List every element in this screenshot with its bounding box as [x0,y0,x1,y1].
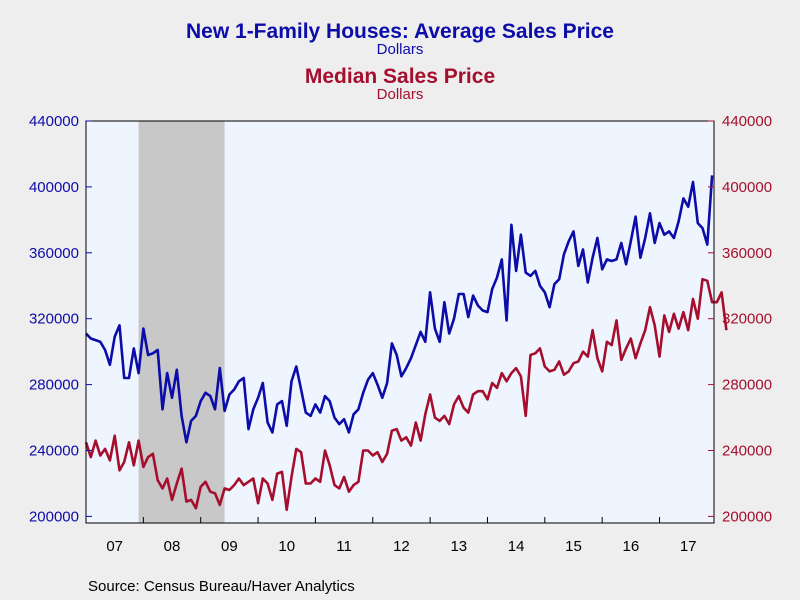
chart-title: New 1-Family Houses: Average Sales Price [186,20,614,43]
chart-subtitle-units: Dollars [376,86,424,103]
recession-shading [138,121,225,523]
left-y-tick-label: 440000 [29,113,79,130]
x-tick-label: 08 [164,538,181,555]
average-price-line [85,175,714,444]
right-y-tick-label: 280000 [722,377,772,394]
x-tick-label: 16 [622,538,639,555]
x-tick-label: 09 [221,538,238,555]
x-tick-label: 11 [336,538,352,555]
chart-title-units: Dollars [376,41,424,58]
left-y-tick-label: 400000 [29,179,79,196]
left-y-tick-label: 360000 [29,245,79,262]
median-price-line [84,277,728,512]
right-y-tick-label: 400000 [722,179,772,196]
left-y-tick-label: 240000 [29,443,79,460]
left-y-tick-label: 200000 [29,508,79,525]
x-tick-label: 12 [393,538,410,555]
right-y-tick-label: 200000 [722,508,772,525]
x-tick-label: 07 [106,538,123,555]
right-y-tick-label: 240000 [722,443,772,460]
x-tick-label: 17 [680,538,697,555]
right-y-tick-label: 360000 [722,245,772,262]
right-y-tick-label: 320000 [722,311,772,328]
chart-subtitle: Median Sales Price [304,65,496,88]
right-y-tick-label: 440000 [722,113,772,130]
plot-border [85,120,715,524]
x-tick-label: 13 [450,538,467,555]
source-note: Source: Census Bureau/Haver Analytics [88,578,355,595]
left-y-tick-label: 320000 [29,311,79,328]
x-tick-label: 10 [278,538,295,555]
series-layer [84,175,728,512]
x-tick-label: 15 [565,538,582,555]
left-y-tick-label: 280000 [29,377,79,394]
x-tick-label: 14 [508,538,525,555]
axes-layer: 200000 240000 280000 320000 360000 400000 4400… [29,113,772,555]
